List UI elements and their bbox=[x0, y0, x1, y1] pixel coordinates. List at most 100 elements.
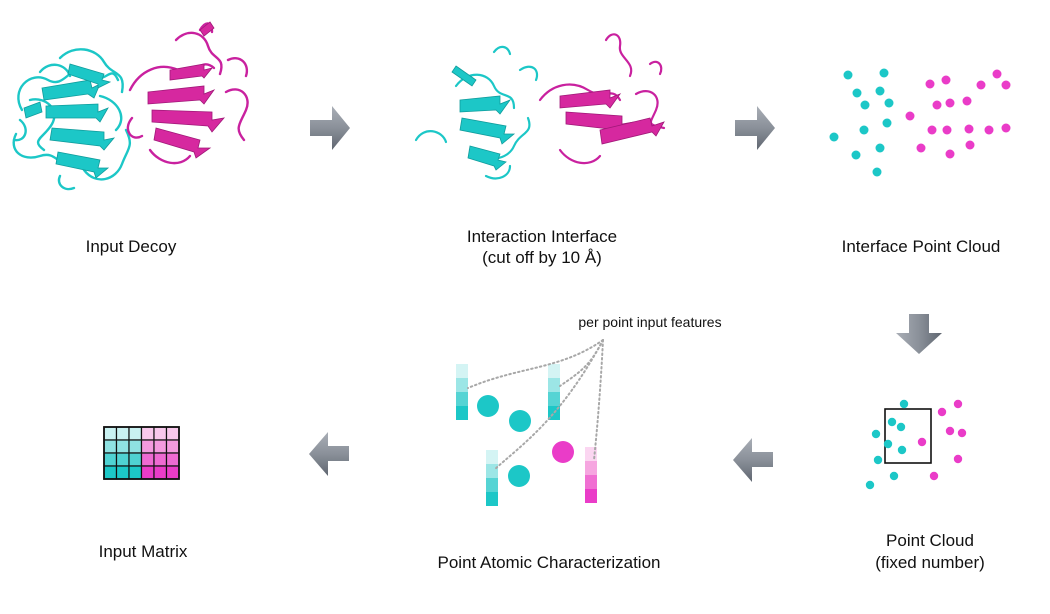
feature-segment bbox=[486, 492, 498, 506]
cyan-point bbox=[884, 98, 894, 108]
cyan-point bbox=[852, 88, 862, 98]
magenta-point bbox=[916, 143, 926, 153]
matrix-cell bbox=[115, 452, 130, 467]
matrix-cell bbox=[153, 439, 168, 454]
matrix-cell bbox=[103, 439, 118, 454]
matrix-cell bbox=[165, 426, 180, 441]
magenta-point bbox=[1001, 123, 1011, 133]
magenta-point bbox=[932, 100, 942, 110]
matrix-cell bbox=[153, 452, 168, 467]
magenta-point bbox=[964, 124, 974, 134]
feature-connectors bbox=[467, 339, 604, 471]
left-arrow-icon bbox=[309, 432, 349, 476]
matrix-cell bbox=[140, 439, 155, 454]
feature-segment bbox=[486, 478, 498, 492]
label-per-point-features: per point input features bbox=[578, 314, 721, 330]
magenta-point bbox=[984, 125, 994, 135]
down-arrow-icon bbox=[896, 314, 942, 354]
matrix-cell bbox=[115, 426, 130, 441]
atom-point bbox=[508, 465, 530, 487]
magenta-point bbox=[953, 399, 963, 409]
magenta-point bbox=[945, 426, 955, 436]
cyan-point bbox=[882, 118, 892, 128]
feature-segment bbox=[585, 461, 597, 475]
matrix-cell bbox=[115, 465, 130, 480]
matrix-cell bbox=[128, 465, 143, 480]
feature-segment bbox=[456, 364, 468, 378]
interface-cyan-sheets bbox=[451, 65, 516, 171]
label-interface-point-cloud: Interface Point Cloud bbox=[842, 237, 1001, 256]
label-fixed-number: (fixed number) bbox=[875, 553, 985, 572]
magenta-point bbox=[992, 69, 1002, 79]
feature-segment bbox=[585, 489, 597, 503]
matrix-cell bbox=[103, 426, 118, 441]
magenta-point bbox=[965, 140, 975, 150]
matrix-cell bbox=[165, 439, 180, 454]
magenta-point bbox=[1001, 80, 1011, 90]
label-input-matrix: Input Matrix bbox=[99, 542, 188, 561]
right-arrow-icon bbox=[310, 106, 350, 150]
label-interaction-interface: Interaction Interface bbox=[467, 227, 617, 246]
magenta-point bbox=[925, 79, 935, 89]
matrix-cell bbox=[128, 439, 143, 454]
magenta-point bbox=[941, 75, 951, 85]
feature-segment bbox=[486, 464, 498, 478]
label-point-cloud: Point Cloud bbox=[886, 531, 974, 550]
matrix-cell bbox=[128, 452, 143, 467]
cyan-point bbox=[899, 399, 909, 409]
matrix-cell bbox=[165, 465, 180, 480]
feature-segment bbox=[486, 450, 498, 464]
input-decoy-structure bbox=[12, 21, 249, 191]
cyan-point bbox=[865, 480, 875, 490]
cyan-point bbox=[859, 125, 869, 135]
matrix-cell bbox=[128, 426, 143, 441]
cyan-point bbox=[860, 100, 870, 110]
magenta-point bbox=[905, 111, 915, 121]
matrix-cell bbox=[115, 439, 130, 454]
atom-point bbox=[552, 441, 574, 463]
feature-bars bbox=[456, 364, 597, 506]
atom-point bbox=[477, 395, 499, 417]
interface-magenta-sheets bbox=[559, 89, 665, 145]
matrix-cell bbox=[153, 465, 168, 480]
cyan-point bbox=[879, 68, 889, 78]
label-cutoff: (cut off by 10 Å) bbox=[482, 248, 602, 267]
cyan-point bbox=[829, 132, 839, 142]
matrix-cell bbox=[140, 452, 155, 467]
magenta-point bbox=[937, 407, 947, 417]
feature-segment bbox=[548, 364, 560, 378]
matrix-cell bbox=[103, 452, 118, 467]
feature-segment bbox=[456, 378, 468, 392]
sampling-box bbox=[884, 408, 932, 464]
magenta-point bbox=[942, 125, 952, 135]
magenta-protein-sheets bbox=[147, 21, 226, 159]
cyan-point bbox=[875, 143, 885, 153]
magenta-point bbox=[962, 96, 972, 106]
cyan-point bbox=[873, 455, 883, 465]
cyan-point bbox=[871, 429, 881, 439]
magenta-point bbox=[945, 149, 955, 159]
magenta-point bbox=[945, 98, 955, 108]
cyan-point bbox=[843, 70, 853, 80]
feature-segment bbox=[585, 475, 597, 489]
atom-point bbox=[509, 410, 531, 432]
cyan-protein-sheets bbox=[23, 63, 116, 179]
right-arrow-icon bbox=[735, 106, 775, 150]
matrix-cell bbox=[153, 426, 168, 441]
cyan-point bbox=[851, 150, 861, 160]
cyan-point bbox=[875, 86, 885, 96]
feature-segment bbox=[548, 392, 560, 406]
cyan-point bbox=[897, 445, 907, 455]
cyan-point bbox=[887, 417, 897, 427]
interaction-interface-structure bbox=[414, 33, 666, 180]
cyan-point bbox=[896, 422, 906, 432]
magenta-point bbox=[953, 454, 963, 464]
cyan-point bbox=[889, 471, 899, 481]
left-arrow-icon bbox=[733, 438, 773, 482]
matrix-cell bbox=[165, 452, 180, 467]
matrix-cell bbox=[140, 465, 155, 480]
fixed-point-cloud bbox=[865, 399, 967, 490]
point-atomic-characterization bbox=[456, 339, 604, 506]
input-matrix-grid bbox=[103, 426, 180, 480]
